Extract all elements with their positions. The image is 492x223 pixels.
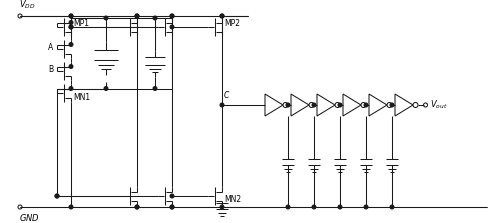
Circle shape — [286, 103, 290, 107]
Circle shape — [104, 16, 108, 20]
Text: A: A — [48, 43, 53, 52]
Circle shape — [69, 25, 73, 29]
Circle shape — [153, 16, 157, 20]
Circle shape — [69, 25, 73, 29]
Circle shape — [312, 205, 316, 209]
Circle shape — [220, 14, 224, 18]
Circle shape — [135, 205, 139, 209]
Circle shape — [170, 205, 174, 209]
Circle shape — [338, 103, 342, 107]
Circle shape — [220, 205, 224, 209]
Circle shape — [135, 14, 139, 18]
Circle shape — [69, 65, 73, 68]
Circle shape — [69, 14, 73, 18]
Circle shape — [55, 194, 59, 198]
Text: $GND$: $GND$ — [19, 212, 40, 223]
Circle shape — [220, 14, 224, 18]
Text: $V_{DD}$: $V_{DD}$ — [19, 0, 35, 11]
Circle shape — [170, 205, 174, 209]
Text: MN1: MN1 — [73, 93, 90, 101]
Circle shape — [390, 205, 394, 209]
Circle shape — [69, 43, 73, 46]
Circle shape — [390, 103, 394, 107]
Circle shape — [364, 103, 368, 107]
Circle shape — [170, 194, 174, 198]
Text: B: B — [48, 64, 53, 74]
Circle shape — [338, 205, 342, 209]
Text: MN2: MN2 — [224, 196, 241, 204]
Text: MP2: MP2 — [224, 19, 240, 27]
Circle shape — [135, 14, 139, 18]
Circle shape — [104, 87, 108, 90]
Circle shape — [135, 205, 139, 209]
Circle shape — [55, 194, 59, 198]
Circle shape — [312, 103, 316, 107]
Circle shape — [69, 205, 73, 209]
Circle shape — [170, 14, 174, 18]
Circle shape — [220, 103, 224, 107]
Circle shape — [69, 87, 73, 90]
Circle shape — [286, 205, 290, 209]
Circle shape — [69, 21, 73, 24]
Circle shape — [153, 87, 157, 90]
Text: $V_{out}$: $V_{out}$ — [430, 99, 448, 111]
Circle shape — [364, 205, 368, 209]
Text: MP1: MP1 — [73, 19, 89, 29]
Circle shape — [69, 14, 73, 18]
Circle shape — [170, 14, 174, 18]
Text: C: C — [224, 91, 229, 100]
Circle shape — [170, 25, 174, 29]
